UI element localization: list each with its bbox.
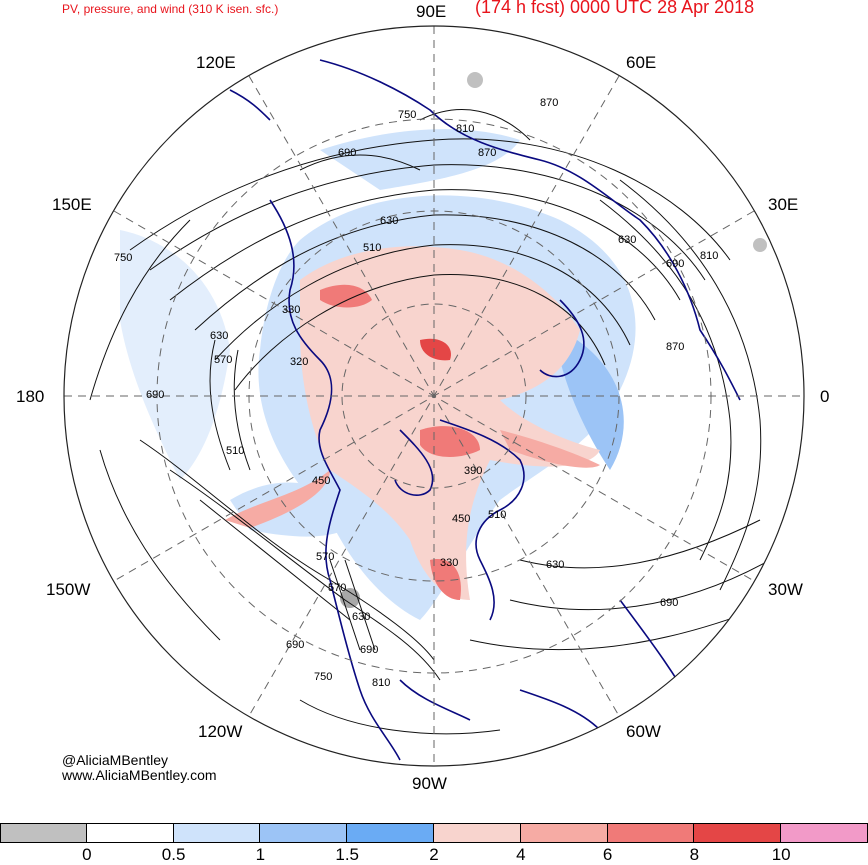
lon-label-90w: 90W: [412, 774, 447, 793]
contour-label: 690: [286, 639, 304, 651]
colorbar-tick-label: 8: [689, 845, 700, 864]
contour-label: 570: [328, 582, 346, 594]
contour-label: 690: [660, 597, 678, 609]
contour-label: 450: [452, 513, 470, 525]
lon-label-30e: 30E: [768, 195, 799, 214]
lon-label-120e: 120E: [196, 53, 236, 72]
contour-label: 750: [314, 671, 332, 683]
contour-label: 510: [488, 509, 506, 521]
contour-label: 320: [290, 356, 308, 368]
contour-label: 510: [226, 445, 244, 457]
colorbar-tick-label: 0: [82, 845, 92, 864]
lat-lon-grid: [64, 26, 804, 766]
contour-label: 810: [700, 250, 718, 262]
colorbar-tick-label: 4: [516, 845, 526, 864]
contour-label: 570: [316, 551, 334, 563]
lon-label-60e: 60E: [626, 53, 657, 72]
colorbar-swatch-8: [694, 823, 782, 843]
colorbar-swatch-1: [86, 823, 174, 843]
contour-label: 630: [210, 330, 228, 342]
colorbar-swatch-7: [607, 823, 695, 843]
contour-label: 630: [380, 215, 398, 227]
pv-shading: [120, 72, 767, 620]
lon-label-0: 0: [820, 387, 830, 406]
colorbar-swatch-9: [781, 823, 868, 843]
contour-label: 630: [352, 611, 370, 623]
colorbar-tick-label: 2: [429, 845, 439, 864]
contour-label: 330: [440, 557, 458, 569]
colorbar-tick-label: 1: [255, 845, 266, 864]
polar-map: 750 810 690 870 870 630 510 750 630 690 810 330 630 5…: [63, 25, 805, 767]
colorbar-swatch-0: [0, 823, 87, 843]
contour-label: 330: [282, 304, 300, 316]
map-title-left: PV, pressure, and wind (310 K isen. sfc.…: [62, 2, 279, 16]
colorbar-swatch-2: [173, 823, 261, 843]
credit-handle: @AliciaMBentley: [62, 752, 169, 768]
contour-label: 570: [214, 354, 232, 366]
lon-label-150e: 150E: [52, 195, 92, 214]
contour-label: 870: [666, 341, 684, 353]
colorbar-tick-label: 6: [602, 845, 613, 864]
contour-label: 690: [666, 258, 684, 270]
contour-label: 750: [114, 252, 132, 264]
colorbar-tick-label: 0.5: [161, 845, 186, 864]
lon-label-90e: 90E: [416, 2, 447, 21]
lon-label-30w: 30W: [768, 580, 803, 599]
lon-label-180: 180: [16, 387, 45, 406]
contour-label: 390: [464, 465, 482, 477]
contour-label: 510: [363, 242, 381, 254]
colorbar: [0, 823, 868, 843]
contour-label: 870: [540, 97, 558, 109]
colorbar-swatch-4: [347, 823, 434, 843]
lon-label-60w: 60W: [626, 722, 661, 741]
contour-label: 810: [372, 677, 390, 689]
lon-label-120w: 120W: [198, 722, 243, 741]
credit-website: www.AliciaMBentley.com: [62, 767, 217, 783]
contour-label: 630: [546, 559, 564, 571]
colorbar-tick-label: 1.5: [335, 845, 360, 864]
colorbar-swatch-3: [260, 823, 348, 843]
contour-label: 630: [618, 234, 636, 246]
contour-label: 690: [338, 147, 356, 159]
colorbar-tick-label: 10: [771, 845, 791, 864]
lon-label-150w: 150W: [46, 580, 91, 599]
pressure-contours: [89, 109, 781, 735]
colorbar-swatch-5: [433, 823, 521, 843]
contour-label: 690: [360, 644, 378, 656]
map-border: [63, 25, 805, 767]
contour-label: 690: [146, 389, 164, 401]
contour-label: 450: [312, 475, 330, 487]
contour-label-group: 750 810 690 870 870 630 510 750 630 690 810 330 630 5…: [114, 97, 718, 689]
contour-label: 750: [398, 109, 416, 121]
contour-label: 870: [478, 147, 496, 159]
colorbar-swatch-6: [520, 823, 608, 843]
map-title-right: (174 h fcst) 0000 UTC 28 Apr 2018: [475, 0, 755, 17]
contour-label: 810: [456, 123, 474, 135]
